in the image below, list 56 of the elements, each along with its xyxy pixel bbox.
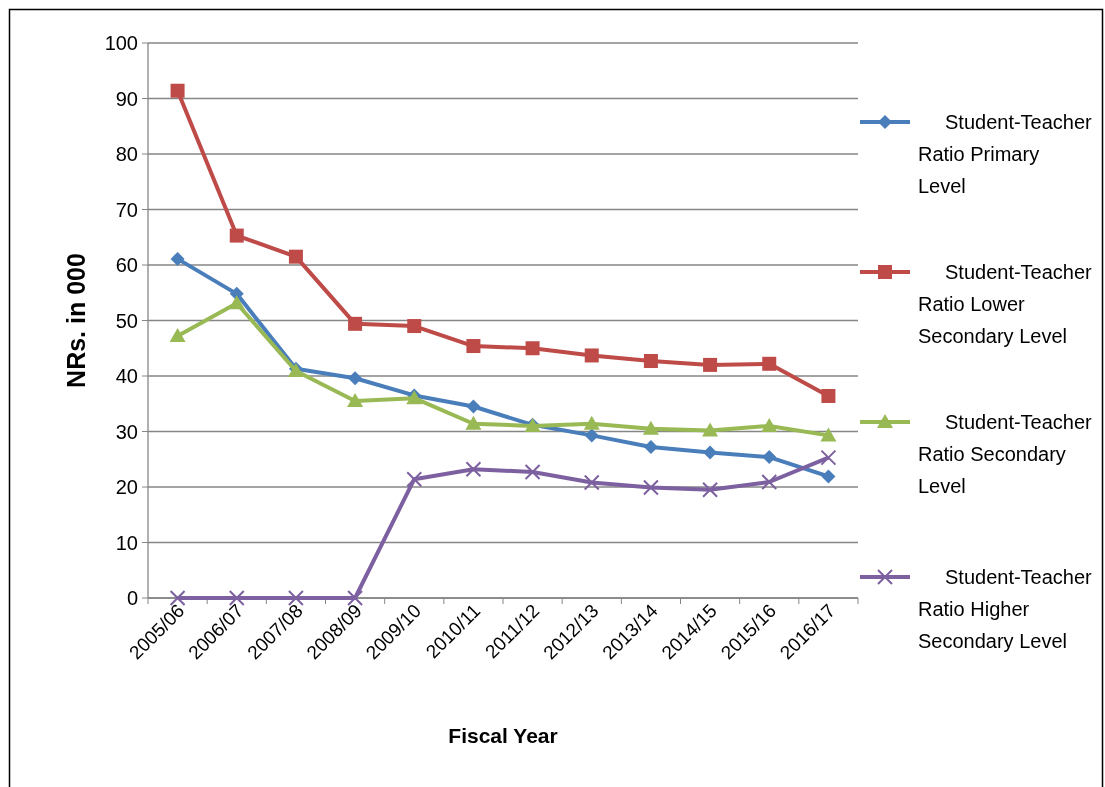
- point: [406, 471, 423, 488]
- y-tick-label: 80: [115, 143, 138, 165]
- y-tick-label: 20: [115, 476, 138, 498]
- point: [821, 388, 836, 403]
- y-tick-label: 50: [115, 309, 138, 332]
- point: [702, 481, 719, 498]
- point: [762, 450, 777, 465]
- legend-label: Student-Teacher Ratio Primary Level: [918, 111, 1093, 197]
- point: [702, 422, 719, 437]
- point: [525, 341, 540, 356]
- point: [642, 479, 659, 496]
- y-tick-label: 70: [115, 198, 138, 221]
- point: [524, 464, 541, 481]
- y-tick-label: 100: [104, 32, 138, 54]
- y-tick-label: 30: [115, 420, 138, 443]
- point: [288, 249, 303, 264]
- point: [466, 339, 481, 354]
- point: [642, 420, 659, 435]
- point: [465, 461, 482, 478]
- point: [407, 319, 422, 334]
- point: [643, 354, 658, 369]
- point: [169, 328, 186, 343]
- point: [229, 228, 244, 243]
- point: [584, 428, 599, 443]
- legend-label: Student-Teacher Ratio Secondary Level: [918, 411, 1093, 497]
- point: [703, 357, 718, 372]
- point: [821, 469, 836, 484]
- point: [228, 295, 245, 310]
- point: [347, 392, 364, 407]
- y-tick-label: 40: [115, 365, 138, 387]
- legend-label: Student-Teacher Ratio Higher Secondary Level: [918, 566, 1093, 652]
- point: [466, 399, 481, 414]
- point: [584, 348, 599, 363]
- point: [170, 83, 185, 98]
- point: [820, 449, 837, 466]
- x-axis-title: Fiscal Year: [448, 724, 558, 747]
- point: [820, 427, 837, 442]
- y-tick-label: 90: [115, 87, 138, 110]
- point: [348, 316, 363, 331]
- point: [170, 251, 185, 266]
- point: [762, 356, 777, 371]
- point: [287, 590, 304, 606]
- point: [347, 590, 364, 606]
- point: [761, 474, 778, 491]
- point: [583, 415, 600, 430]
- y-tick-label: 0: [126, 587, 138, 609]
- point: [583, 474, 600, 491]
- y-axis-title: NRs. in 000: [62, 253, 90, 388]
- point: [348, 371, 363, 386]
- legend-label: Student-Teacher Ratio Lower Secondary Level: [918, 261, 1093, 347]
- point: [643, 440, 658, 455]
- point: [761, 417, 778, 432]
- y-tick-label: 10: [115, 531, 138, 554]
- y-tick-label: 60: [115, 254, 138, 276]
- point: [465, 415, 482, 430]
- point: [703, 445, 718, 460]
